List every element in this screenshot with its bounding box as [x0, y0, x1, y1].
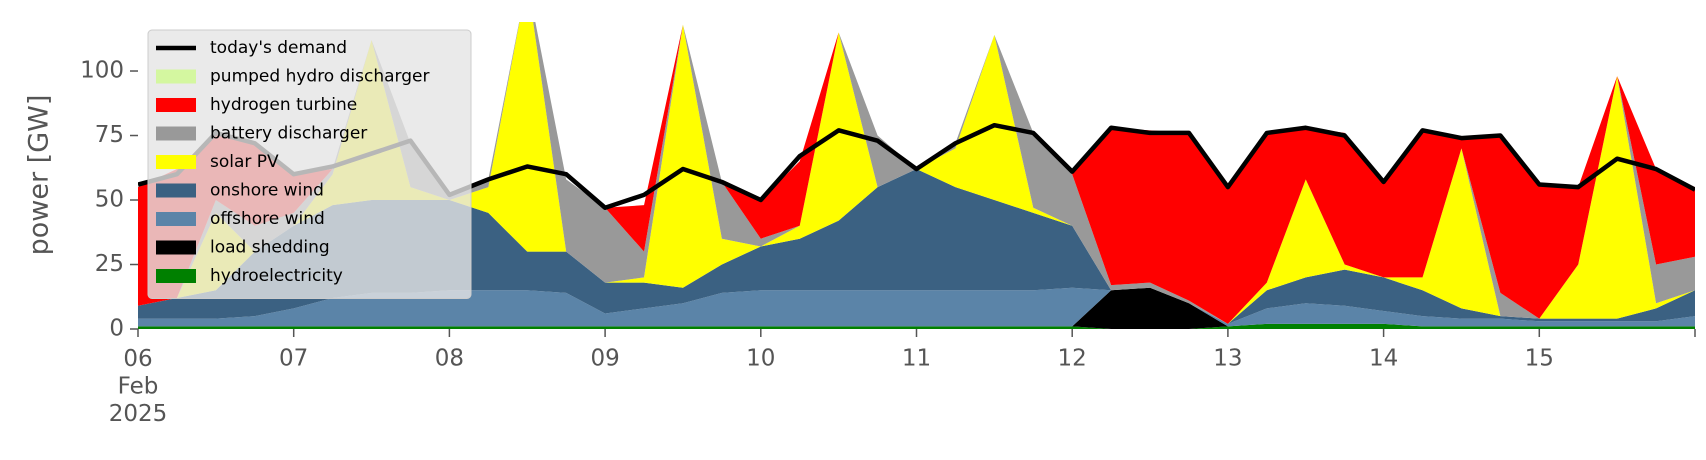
legend-swatch [156, 212, 196, 226]
x-tick-label: 11 [902, 346, 931, 372]
y-tick-label: 0 [109, 316, 124, 342]
area [138, 169, 1695, 324]
legend-swatch [156, 69, 196, 84]
area [138, 287, 1695, 327]
legend-swatch [156, 155, 196, 169]
legend-swatch [156, 126, 196, 141]
x-tick-label: 13 [1213, 346, 1242, 372]
area [138, 22, 1695, 324]
x-tick-label: 10 [746, 346, 775, 372]
legend-swatch [156, 240, 196, 255]
y-tick-label: 50 [95, 187, 124, 213]
legend-swatch [156, 269, 196, 283]
legend-label: today's demand [210, 38, 347, 58]
y-tick-label: 25 [95, 251, 124, 277]
y-tick-label: 100 [80, 58, 124, 84]
x-tick-label: 08 [435, 346, 464, 372]
legend-swatch [156, 98, 196, 112]
legend-label: hydrogen turbine [210, 95, 357, 115]
legend-label: solar PV [210, 152, 279, 172]
x-tick-label: 09 [590, 346, 619, 372]
legend-label: onshore wind [210, 181, 324, 201]
area [138, 22, 1695, 324]
legend-label: load shedding [210, 238, 330, 258]
x-tick-label: 07 [279, 346, 308, 372]
legend-label: battery discharger [210, 124, 367, 144]
legend-label: hydroelectricity [210, 266, 343, 286]
x-tick-label: 12 [1058, 346, 1087, 372]
legend-swatch [156, 183, 196, 198]
y-axis-label: power [GW] [24, 95, 55, 256]
legend-label: offshore wind [210, 209, 325, 229]
x-tick-label: 14 [1369, 346, 1398, 372]
x-tick-label: 15 [1525, 346, 1554, 372]
x-tick-label: 06 Feb 2025 [109, 346, 168, 427]
y-tick-label: 75 [95, 122, 124, 148]
legend-label: pumped hydro discharger [210, 67, 429, 87]
legend-box [147, 29, 472, 299]
